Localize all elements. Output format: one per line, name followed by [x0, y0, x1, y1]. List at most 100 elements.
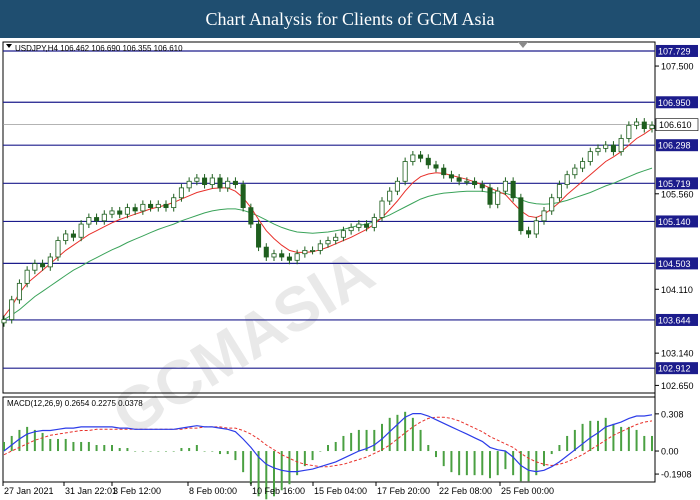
time-tick-label: 27 Jan 2021 [4, 486, 54, 496]
candle-body [556, 184, 562, 199]
candle-body [248, 207, 254, 225]
macd-histogram-bar [481, 451, 484, 476]
time-tick-label: 15 Feb 04:00 [314, 486, 367, 496]
macd-histogram-bar [357, 429, 360, 452]
macd-histogram-bar [87, 441, 90, 452]
macd-histogram-bar [257, 451, 260, 497]
macd-histogram-bar [80, 441, 83, 452]
macd-histogram-bar [149, 451, 152, 452]
candles [1, 118, 655, 327]
macd-histogram-bar [404, 411, 407, 452]
candle-body [580, 161, 586, 169]
macd-histogram-bar [26, 426, 29, 452]
macd-indicator: 0.308 0.00 -0.1908 [3, 409, 692, 500]
macd-histogram-bar [141, 451, 144, 452]
macd-histogram-bar [49, 438, 52, 452]
macd-panel [2, 396, 656, 483]
candle-body [9, 299, 15, 320]
price-tick-label: 103.140 [661, 349, 694, 359]
candle-body [101, 213, 107, 222]
candle-body [418, 154, 424, 159]
candle-body [495, 190, 501, 205]
macd-histogram-bar [3, 441, 5, 452]
macd-histogram-bar [296, 451, 299, 476]
candle-body [109, 210, 115, 215]
candle-body [279, 253, 285, 258]
candle-body [78, 223, 84, 238]
dropdown-triangle-icon[interactable] [6, 44, 12, 48]
page-title: Chart Analysis for Clients of GCM Asia [0, 0, 700, 38]
macd-histogram-bar [103, 445, 106, 452]
macd-histogram-bar [543, 451, 545, 467]
candle-body [263, 246, 269, 258]
macd-histogram-bar [41, 432, 44, 452]
price-tick-label: 105.560 [661, 189, 694, 199]
macd-histogram-bar [427, 445, 430, 452]
level-label: 104.503 [658, 259, 691, 269]
macd-histogram-bar [435, 451, 437, 458]
candle-body [16, 282, 22, 301]
macd-histogram-bar [234, 451, 237, 461]
macd-histogram-bar [581, 423, 584, 452]
current-price-label: 106.610 [659, 120, 692, 130]
macd-histogram-bar [573, 429, 576, 452]
macd-histogram-bar [342, 435, 345, 452]
candle-body [464, 180, 470, 183]
candle-body [209, 177, 215, 185]
macd-histogram-bar [589, 420, 592, 452]
macd-histogram-bar [489, 451, 491, 479]
candle-body [94, 217, 100, 222]
candle-body [387, 190, 393, 202]
macd-histogram-bar [334, 441, 337, 452]
macd-histogram-bar [512, 451, 515, 476]
candle-body [356, 223, 362, 228]
macd-histogram-bar [180, 448, 183, 452]
level-label: 106.950 [658, 98, 691, 108]
macd-histogram-bar [57, 438, 59, 452]
level-label: 106.298 [658, 141, 691, 151]
macd-histogram-bar [18, 429, 21, 452]
level-tag [656, 362, 698, 375]
macd-histogram-bar [396, 414, 399, 452]
macd-histogram-bar [465, 451, 468, 476]
candle-body [256, 223, 262, 248]
macd-histogram-bar [620, 426, 623, 452]
level-label: 105.140 [658, 217, 691, 227]
macd-histogram-bar [10, 435, 13, 452]
candle-body [47, 256, 53, 268]
candle-body [86, 217, 92, 225]
macd-histogram-bar [211, 451, 214, 452]
price-panel [2, 41, 656, 394]
level-label: 102.912 [658, 364, 691, 374]
candle-body [178, 187, 184, 199]
candle-body [626, 124, 632, 139]
candle-body [479, 184, 485, 189]
time-tick-label: 22 Feb 08:00 [439, 486, 492, 496]
candle-body [541, 210, 547, 222]
candle-body [533, 220, 539, 235]
watermark-logo: GCMASIA [101, 236, 386, 450]
macd-signal-line [3, 416, 653, 468]
candle-body [325, 240, 331, 245]
macd-histogram-bar [550, 451, 553, 455]
candle-body [394, 180, 400, 192]
ma-slow-line [3, 167, 653, 321]
macd-histogram-bar [627, 426, 630, 452]
macd-histogram-bar [527, 451, 530, 482]
level-tag [656, 215, 698, 228]
candle-body [117, 210, 123, 215]
candle-body [155, 203, 161, 209]
macd-histogram-bar [118, 448, 121, 452]
shift-marker-icon [518, 42, 528, 48]
macd-histogram-bar [288, 451, 291, 485]
candle-body [286, 256, 292, 261]
macd-histogram-bar [350, 432, 353, 452]
candle-body [302, 250, 308, 255]
level-tag [656, 177, 698, 190]
macd-histogram-bar [195, 445, 198, 452]
macd-histogram-bar [450, 451, 453, 473]
candle-body [402, 161, 408, 182]
candle-body [564, 174, 570, 185]
time-tick-label: 17 Feb 20:00 [377, 486, 430, 496]
macd-histogram-bar [327, 445, 329, 452]
